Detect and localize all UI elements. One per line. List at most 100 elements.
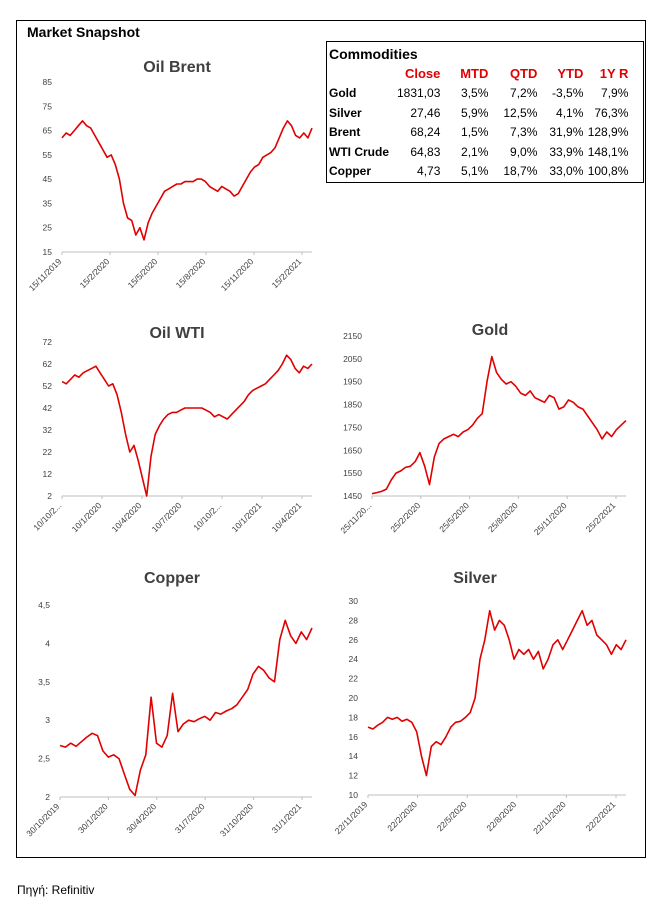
wti-y-tick-label: 72 bbox=[43, 337, 53, 347]
gold-y-tick-label: 2150 bbox=[343, 331, 362, 341]
brent-y-tick-label: 65 bbox=[43, 126, 53, 136]
silver-x-tick-label: 22/5/2020 bbox=[435, 799, 469, 833]
gold-x-tick-label: 25/11/2020 bbox=[532, 500, 569, 537]
copper-x-tick-label: 30/10/2019 bbox=[24, 801, 61, 838]
gold-y-tick-label: 1450 bbox=[343, 491, 362, 501]
chart-silver: Silver 10 12 14 16 18 20 22 24 26 28 30 22/11/2019 22… bbox=[330, 565, 640, 855]
cell-mtd: 1,5% bbox=[461, 125, 489, 140]
copper-y-tick-label: 2,5 bbox=[38, 754, 50, 764]
chart-oil-brent-svg: Oil Brent 15 25 35 45 55 65 75 85 15/11/2019 15/2/… bbox=[27, 59, 313, 293]
wti-x-tick-label: 10/7/2020 bbox=[150, 500, 184, 534]
silver-y-tick-label: 26 bbox=[349, 635, 359, 645]
wti-y-tick-label: 32 bbox=[43, 425, 53, 435]
copper-x-tick-label: 31/1/2021 bbox=[270, 801, 304, 835]
chart-gold: Gold 1450 1550 1650 1750 1850 1950 2050 2150 25/1… bbox=[330, 318, 640, 558]
wti-x-tick-label: 10/10/2... bbox=[191, 500, 223, 532]
wti-x-tick-label: 10/4/2020 bbox=[110, 500, 144, 534]
silver-y-tick-label: 20 bbox=[349, 693, 359, 703]
commodities-title-row: Commodities bbox=[329, 44, 628, 64]
header-qtd: QTD bbox=[509, 65, 538, 81]
header-close: Close bbox=[404, 65, 441, 81]
chart-gold-svg: Gold 1450 1550 1650 1750 1850 1950 2050 2150 25/1… bbox=[338, 322, 627, 537]
brent-y-tick-label: 45 bbox=[43, 174, 53, 184]
commodities-table: Commodities Close MTD QTD YTD 1Y R Gold … bbox=[329, 44, 628, 181]
cell-ytd: 33,0% bbox=[549, 164, 584, 179]
cell-mtd: 3,5% bbox=[461, 85, 489, 100]
cell-close: 1831,03 bbox=[397, 85, 441, 100]
gold-x-tick-label: 25/2/2020 bbox=[388, 500, 422, 534]
copper-chart-title: Copper bbox=[144, 570, 200, 587]
commodities-header-row: Close MTD QTD YTD 1Y R bbox=[329, 64, 628, 84]
cell-1yr: 76,3% bbox=[594, 105, 629, 120]
wti-y-tick-label: 62 bbox=[43, 359, 53, 369]
row-name: Copper bbox=[329, 164, 371, 179]
silver-y-tick-label: 12 bbox=[349, 771, 359, 781]
snapshot-frame bbox=[16, 20, 646, 858]
brent-x-tick-label: 15/2/2021 bbox=[270, 256, 304, 290]
gold-y-tick-label: 1750 bbox=[343, 422, 362, 432]
row-name: WTI Crude bbox=[329, 144, 389, 159]
silver-series-line bbox=[367, 609, 627, 777]
copper-x-tick-label: 30/1/2020 bbox=[76, 801, 110, 835]
copper-y-tick-label: 3 bbox=[45, 715, 50, 725]
gold-y-tick-label: 1850 bbox=[343, 400, 362, 410]
brent-x-tick-label: 15/11/2020 bbox=[219, 256, 256, 293]
row-name: Gold bbox=[329, 85, 357, 100]
wti-y-tick-label: 2 bbox=[47, 491, 52, 501]
gold-x-tick-label: 25/5/2020 bbox=[437, 500, 471, 534]
brent-x-tick-label: 15/8/2020 bbox=[174, 256, 208, 290]
cell-qtd: 7,3% bbox=[510, 125, 538, 140]
commodities-table-box: Commodities Close MTD QTD YTD 1Y R Gold … bbox=[326, 41, 644, 183]
silver-y-tick-label: 18 bbox=[349, 712, 359, 722]
wti-chart-title: Oil WTI bbox=[149, 325, 204, 342]
table-row: WTI Crude 64,83 2,1% 9,0% 33,9% 148,1% bbox=[329, 142, 628, 162]
silver-y-tick-label: 28 bbox=[349, 615, 359, 625]
cell-qtd: 18,7% bbox=[503, 164, 538, 179]
copper-y-tick-label: 4 bbox=[45, 638, 50, 648]
chart-silver-svg: Silver 10 12 14 16 18 20 22 24 26 28 30 22/11/2019 22… bbox=[333, 570, 627, 836]
brent-y-tick-label: 55 bbox=[43, 150, 53, 160]
cell-close: 4,73 bbox=[417, 164, 441, 179]
header-ytd: YTD bbox=[557, 65, 584, 81]
gold-chart-title: Gold bbox=[472, 322, 508, 339]
gold-y-tick-label: 1550 bbox=[343, 468, 362, 478]
silver-x-tick-label: 22/2/2021 bbox=[584, 799, 618, 833]
cell-mtd: 5,9% bbox=[461, 105, 489, 120]
copper-x-tick-label: 31/10/2020 bbox=[218, 801, 255, 838]
cell-qtd: 12,5% bbox=[503, 105, 538, 120]
cell-1yr: 128,9% bbox=[587, 125, 629, 140]
row-name: Brent bbox=[329, 125, 361, 140]
cell-close: 64,83 bbox=[410, 144, 441, 159]
chart-copper-svg: Copper 2 2,5 3 3,5 4 4,5 30/10/2019 30/1/2020 30/… bbox=[24, 570, 313, 838]
table-row: Gold 1831,03 3,5% 7,2% -3,5% 7,9% bbox=[329, 83, 628, 103]
gold-y-tick-label: 1950 bbox=[343, 377, 362, 387]
wti-series-line bbox=[61, 354, 313, 497]
silver-x-tick-label: 22/8/2020 bbox=[484, 799, 518, 833]
wti-x-tick-label: 10/1/2020 bbox=[70, 500, 104, 534]
wti-x-tick-label: 10/10/2... bbox=[31, 500, 63, 532]
copper-y-tick-label: 4,5 bbox=[38, 600, 50, 610]
copper-series-line bbox=[59, 619, 313, 797]
brent-y-tick-label: 25 bbox=[43, 223, 53, 233]
brent-y-tick-label: 75 bbox=[43, 101, 53, 111]
brent-chart-title: Oil Brent bbox=[143, 59, 211, 76]
brent-x-tick-label: 15/11/2019 bbox=[27, 256, 64, 293]
cell-1yr: 7,9% bbox=[601, 85, 629, 100]
chart-oil-wti: Oil WTI 2 12 22 32 42 52 62 72 10/10/2... 10/1/202… bbox=[22, 318, 322, 558]
header-1yr: 1Y R bbox=[599, 65, 629, 81]
copper-x-tick-label: 31/7/2020 bbox=[173, 801, 207, 835]
wti-y-tick-label: 42 bbox=[43, 403, 53, 413]
page-title: Market Snapshot bbox=[27, 24, 140, 40]
cell-1yr: 148,1% bbox=[587, 144, 629, 159]
gold-y-tick-label: 1650 bbox=[343, 445, 362, 455]
gold-x-tick-label: 25/11/20... bbox=[338, 500, 373, 535]
wti-y-tick-label: 22 bbox=[43, 447, 53, 457]
silver-y-tick-label: 16 bbox=[349, 732, 359, 742]
silver-x-tick-label: 22/11/2019 bbox=[333, 799, 370, 836]
brent-y-tick-label: 35 bbox=[43, 198, 53, 208]
brent-x-tick-label: 15/2/2020 bbox=[78, 256, 112, 290]
wti-y-tick-label: 12 bbox=[43, 469, 53, 479]
cell-ytd: -3,5% bbox=[552, 85, 584, 100]
wti-x-tick-label: 10/4/2021 bbox=[270, 500, 304, 534]
